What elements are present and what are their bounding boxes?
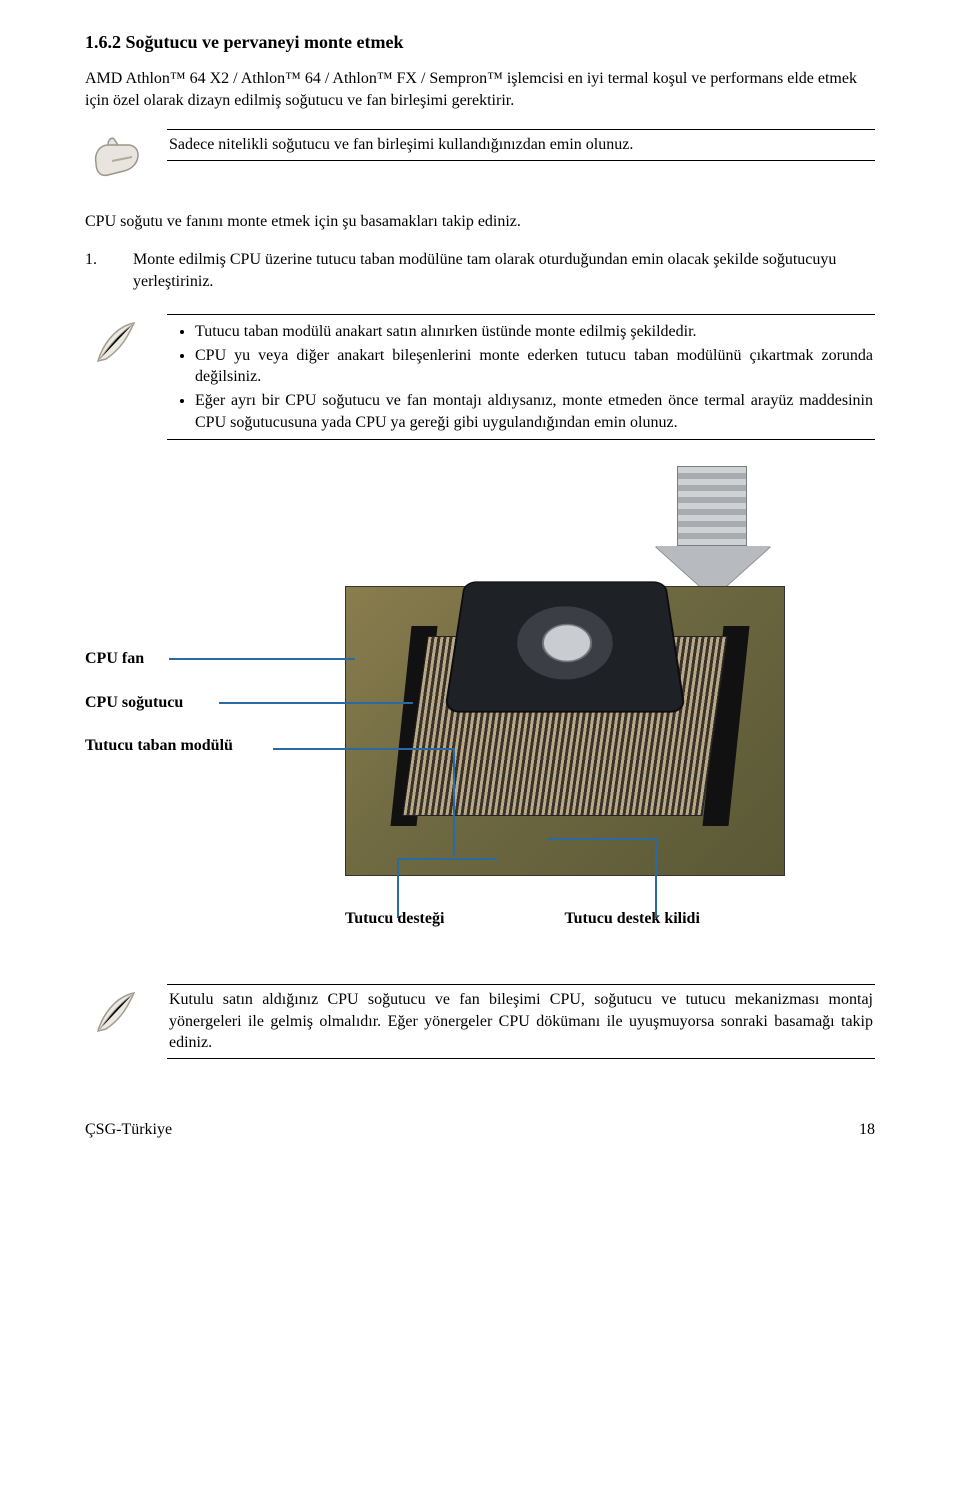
leader-line <box>397 858 497 860</box>
feather-icon <box>85 984 147 1040</box>
leader-line <box>169 658 355 660</box>
note-feather-1: Tutucu taban modülü anakart satın alınır… <box>85 314 875 440</box>
note-hand-text: Sadece nitelikli soğutucu ve fan birleşi… <box>167 129 875 161</box>
label-cpu-heatsink: CPU soğutucu <box>85 692 233 714</box>
note1-text: Sadece nitelikli soğutucu ve fan birleşi… <box>169 136 633 153</box>
label-bracket-lock: Tutucu destek kilidi <box>564 908 699 930</box>
footer-left: ÇSG-Türkiye <box>85 1119 172 1141</box>
page-footer: ÇSG-Türkiye 18 <box>85 1119 875 1141</box>
leader-line <box>219 702 413 704</box>
leader-line <box>547 838 657 840</box>
note-feather-2: Kutulu satın aldığınız CPU soğutucu ve f… <box>85 984 875 1059</box>
down-arrow-icon <box>655 466 771 598</box>
instructions-header: CPU soğutu ve fanını monte etmek için şu… <box>85 211 875 233</box>
leader-line <box>655 838 657 918</box>
feather-icon <box>85 314 147 370</box>
step-1-text: Monte edilmiş CPU üzerine tutucu taban m… <box>133 249 875 292</box>
footer-page-number: 18 <box>859 1119 875 1141</box>
label-bracket: Tutucu desteği <box>345 908 444 930</box>
note-feather-2-content: Kutulu satın aldığınız CPU soğutucu ve f… <box>167 984 875 1059</box>
section-title: 1.6.2 Soğutucu ve pervaneyi monte etmek <box>85 30 875 54</box>
note-feather-1-content: Tutucu taban modülü anakart satın alınır… <box>167 314 875 440</box>
note2-item-0: Tutucu taban modülü anakart satın alınır… <box>195 321 873 343</box>
cpu-cooler-diagram: CPU fan CPU soğutucu Tutucu taban modülü… <box>85 466 875 966</box>
hand-icon <box>85 129 147 185</box>
cooler-photo <box>345 466 785 876</box>
note-hand: Sadece nitelikli soğutucu ve fan birleşi… <box>85 129 875 185</box>
note3-text: Kutulu satın aldığınız CPU soğutucu ve f… <box>169 991 873 1051</box>
leader-line <box>453 748 455 856</box>
step-1: 1. Monte edilmiş CPU üzerine tutucu taba… <box>85 249 875 292</box>
leader-line <box>273 748 453 750</box>
step-1-num: 1. <box>85 249 97 292</box>
note2-item-2: Eğer ayrı bir CPU soğutucu ve fan montaj… <box>195 390 873 433</box>
intro-paragraph: AMD Athlon™ 64 X2 / Athlon™ 64 / Athlon™… <box>85 68 875 111</box>
note2-item-1: CPU yu veya diğer anakart bileşenlerini … <box>195 345 873 388</box>
label-base-module: Tutucu taban modülü <box>85 735 233 757</box>
